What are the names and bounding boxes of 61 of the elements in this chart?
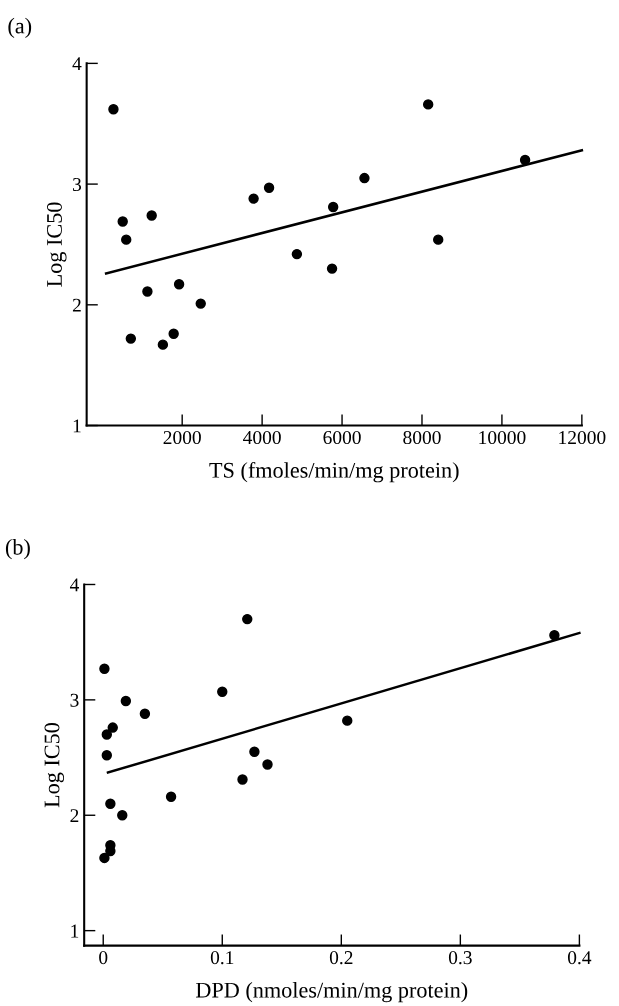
x-tick-label: 0.3 <box>448 951 472 965</box>
x-tick-label: 10000 <box>479 430 526 445</box>
point <box>121 234 132 245</box>
point <box>142 286 153 297</box>
point <box>157 339 169 350</box>
chart-title: (a) <box>8 17 32 39</box>
point <box>262 759 273 770</box>
x-tick-label: 0.1 <box>210 951 234 965</box>
point <box>359 172 370 184</box>
point <box>107 722 118 733</box>
y-tick-label: 4 <box>72 57 82 71</box>
y-tick-label: 3 <box>73 177 82 192</box>
point <box>519 154 531 166</box>
point <box>263 182 275 193</box>
y-tick-label: 2 <box>72 298 81 312</box>
point <box>165 791 177 802</box>
point <box>173 279 185 290</box>
point <box>327 201 339 213</box>
point <box>120 695 132 707</box>
point <box>217 686 228 697</box>
y-tick-label: 2 <box>70 809 79 822</box>
point <box>139 708 151 719</box>
x-tick-label: 4000 <box>243 430 281 445</box>
point <box>117 810 128 821</box>
point <box>248 193 259 204</box>
y-tick-label: 3 <box>70 693 79 707</box>
point <box>168 328 179 339</box>
point <box>99 852 110 864</box>
point <box>291 248 303 260</box>
chart-title: (b) <box>5 539 30 560</box>
x-axis-title: DPD (nmoles/min/mg protein) <box>196 982 468 1003</box>
x-tick-label: 6000 <box>323 430 361 445</box>
point <box>125 333 137 344</box>
x-axis-title: TS (fmoles/min/mg protein) <box>209 461 459 483</box>
point <box>422 99 434 110</box>
point <box>101 750 112 761</box>
point <box>101 729 112 740</box>
y-tick-label: 4 <box>69 578 80 592</box>
y-axis-title: Log IC50 <box>44 723 65 808</box>
y-tick-label: 1 <box>71 924 79 938</box>
y-axis-title: Log IC50 <box>46 202 67 287</box>
x-tick-label: 0.2 <box>329 951 353 965</box>
point <box>237 774 248 785</box>
x-tick-label: 0 <box>99 951 108 965</box>
point <box>117 216 128 227</box>
point <box>433 234 444 245</box>
point <box>99 663 110 674</box>
x-tick-label: 0.4 <box>567 951 592 965</box>
point <box>549 630 560 641</box>
y-tick-label: 1 <box>73 419 81 433</box>
point <box>249 746 260 757</box>
point <box>108 104 119 115</box>
x-tick-label: 8000 <box>403 430 441 445</box>
point <box>146 210 157 221</box>
point <box>105 798 116 809</box>
point <box>242 613 253 625</box>
x-tick-label: 12000 <box>559 430 606 445</box>
point <box>326 263 338 274</box>
x-tick-label: 2000 <box>163 430 201 445</box>
point <box>342 715 353 726</box>
point <box>195 298 206 309</box>
